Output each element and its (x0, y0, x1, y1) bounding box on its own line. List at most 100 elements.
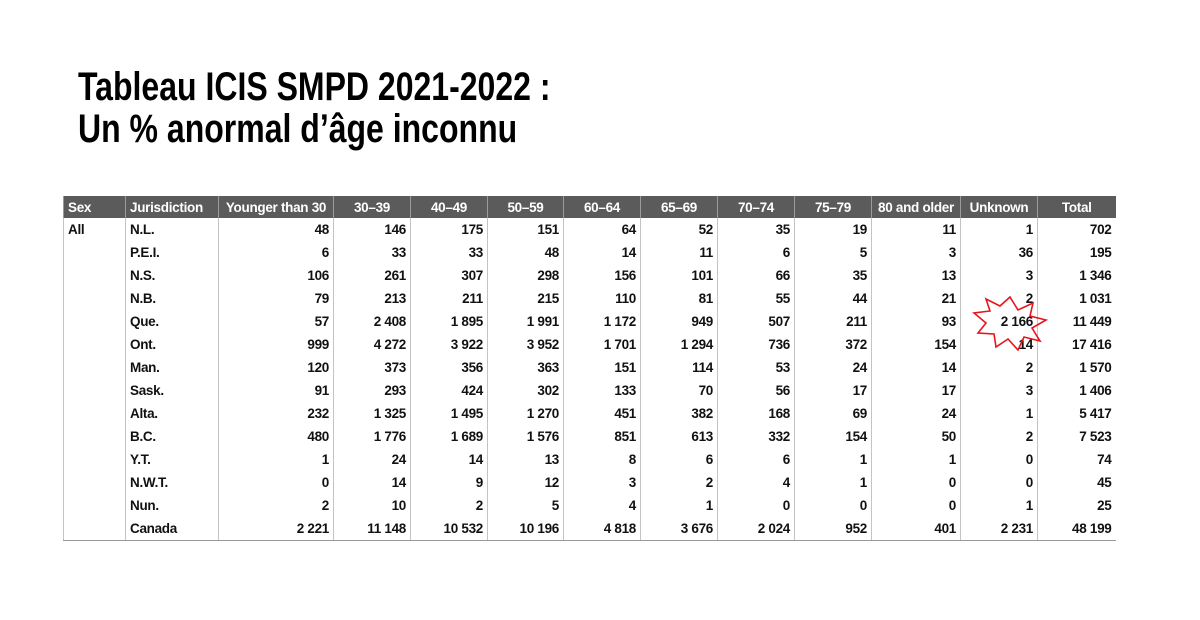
value-cell: 151 (563, 356, 641, 379)
table-row: N.W.T. 0 14 9 12 3 2 4 1 0 0 45 (63, 471, 1116, 494)
value-cell: 613 (640, 425, 718, 448)
sex-cell (63, 264, 126, 287)
value-cell: 0 (960, 448, 1038, 471)
jurisdiction-cell: Man. (125, 356, 219, 379)
jurisdiction-cell: B.C. (125, 425, 219, 448)
value-cell: 211 (410, 287, 488, 310)
value-cell: 999 (218, 333, 334, 356)
sex-cell (63, 241, 126, 264)
value-cell: 10 (333, 494, 411, 517)
value-cell: 19 (794, 218, 872, 241)
value-cell: 21 (871, 287, 961, 310)
value-cell: 736 (717, 333, 795, 356)
value-cell: 66 (717, 264, 795, 287)
value-cell: 74 (1037, 448, 1116, 471)
value-cell: 1 495 (410, 402, 488, 425)
value-cell: 949 (640, 310, 718, 333)
title-line: Un % anormal d’âge inconnu (78, 107, 518, 151)
value-cell: 1 (794, 471, 872, 494)
value-cell: 33 (410, 241, 488, 264)
value-cell: 24 (333, 448, 411, 471)
column-header: Total (1037, 196, 1116, 218)
value-cell: 0 (871, 471, 961, 494)
value-cell: 52 (640, 218, 718, 241)
value-cell: 151 (487, 218, 564, 241)
value-cell: 4 818 (563, 517, 641, 541)
value-cell: 1 (794, 448, 872, 471)
value-cell: 10 196 (487, 517, 564, 541)
value-cell: 33 (333, 241, 411, 264)
data-table: Sex Jurisdiction Younger than 30 30–39 40–49… (63, 196, 1116, 541)
value-cell: 133 (563, 379, 641, 402)
table-row: N.B. 79 213 211 215 110 81 55 44 21 2 1 031 (63, 287, 1116, 310)
value-cell: 24 (794, 356, 872, 379)
value-cell: 1 570 (1037, 356, 1116, 379)
value-cell: 13 (487, 448, 564, 471)
value-cell: 952 (794, 517, 872, 541)
value-cell: 114 (640, 356, 718, 379)
value-cell: 91 (218, 379, 334, 402)
value-cell: 4 272 (333, 333, 411, 356)
column-header: 60–64 (563, 196, 641, 218)
title: Tableau ICIS SMPD 2021-2022 : Un % anorm… (78, 66, 550, 150)
value-cell: 213 (333, 287, 411, 310)
value-cell: 0 (960, 471, 1038, 494)
value-cell: 106 (218, 264, 334, 287)
value-cell: 9 (410, 471, 488, 494)
table-row: P.E.I. 6 33 33 48 14 11 6 5 3 36 195 (63, 241, 1116, 264)
value-cell: 11 (871, 218, 961, 241)
table-row: Y.T. 1 24 14 13 8 6 6 1 1 0 74 (63, 448, 1116, 471)
value-cell: 0 (871, 494, 961, 517)
value-cell: 1 689 (410, 425, 488, 448)
column-header: 30–39 (333, 196, 411, 218)
jurisdiction-cell: Que. (125, 310, 219, 333)
sex-cell (63, 471, 126, 494)
table-row: Sask. 91 293 424 302 133 70 56 17 17 3 1 406 (63, 379, 1116, 402)
value-cell: 69 (794, 402, 872, 425)
value-cell: 24 (871, 402, 961, 425)
value-cell: 110 (563, 287, 641, 310)
value-cell: 1 406 (1037, 379, 1116, 402)
value-cell: 4 (717, 471, 795, 494)
value-cell: 261 (333, 264, 411, 287)
jurisdiction-cell: Sask. (125, 379, 219, 402)
value-cell: 93 (871, 310, 961, 333)
value-cell: 211 (794, 310, 872, 333)
value-cell: 45 (1037, 471, 1116, 494)
value-cell: 702 (1037, 218, 1116, 241)
jurisdiction-cell: Alta. (125, 402, 219, 425)
value-cell: 146 (333, 218, 411, 241)
value-cell: 293 (333, 379, 411, 402)
value-cell: 175 (410, 218, 488, 241)
column-header: 65–69 (640, 196, 718, 218)
sex-cell (63, 310, 126, 333)
value-cell: 2 (960, 287, 1038, 310)
value-cell: 1 (960, 494, 1038, 517)
column-header: 40–49 (410, 196, 488, 218)
table-row: B.C. 480 1 776 1 689 1 576 851 613 332 154 50 2 7 5… (63, 425, 1116, 448)
value-cell: 356 (410, 356, 488, 379)
value-cell: 14 (563, 241, 641, 264)
value-cell: 451 (563, 402, 641, 425)
value-cell: 17 416 (1037, 333, 1116, 356)
value-cell: 1 346 (1037, 264, 1116, 287)
value-cell: 2 408 (333, 310, 411, 333)
value-cell: 1 (640, 494, 718, 517)
value-cell: 1 294 (640, 333, 718, 356)
value-cell: 1 031 (1037, 287, 1116, 310)
sex-cell (63, 333, 126, 356)
value-cell: 3 (871, 241, 961, 264)
value-cell: 5 417 (1037, 402, 1116, 425)
value-cell: 2 166 (960, 310, 1038, 333)
table-row: Que. 57 2 408 1 895 1 991 1 172 949 507 211 93 2 1… (63, 310, 1116, 333)
column-header: Jurisdiction (125, 196, 219, 218)
value-cell: 307 (410, 264, 488, 287)
value-cell: 507 (717, 310, 795, 333)
value-cell: 232 (218, 402, 334, 425)
value-cell: 1 (960, 218, 1038, 241)
header-row: Sex Jurisdiction Younger than 30 30–39 40–49… (63, 196, 1116, 218)
value-cell: 851 (563, 425, 641, 448)
value-cell: 154 (794, 425, 872, 448)
jurisdiction-cell: Ont. (125, 333, 219, 356)
value-cell: 2 (410, 494, 488, 517)
